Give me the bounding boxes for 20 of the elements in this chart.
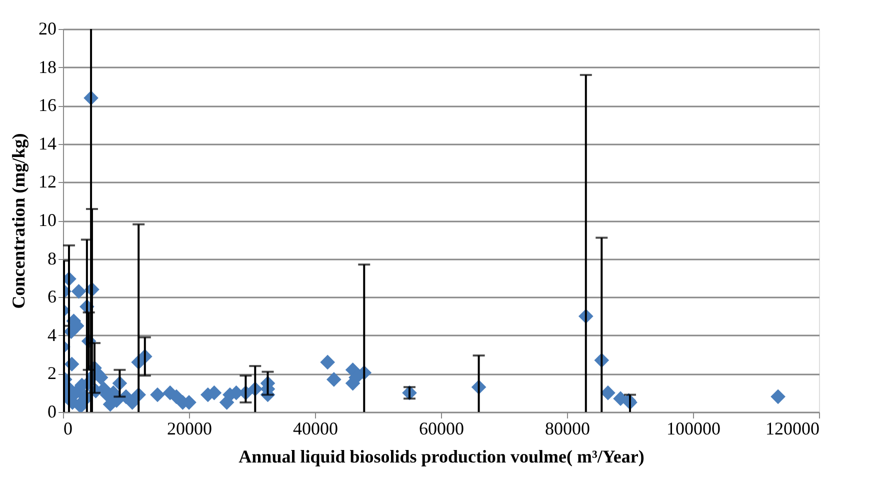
x-tick-label: 120000 [766, 418, 820, 438]
y-tick-label: 16 [38, 95, 56, 116]
x-tick-label: 20000 [167, 418, 212, 438]
y-tick-label: 0 [48, 402, 56, 422]
x-tick-label: 0 [64, 418, 72, 438]
x-tick-label: 40000 [293, 418, 338, 438]
x-axis-title: Annual liquid biosolids production voulme( m³/Year) [238, 446, 644, 466]
y-tick-label: 18 [38, 56, 56, 77]
y-tick-label: 6 [48, 286, 56, 307]
y-tick-label: 14 [38, 133, 56, 154]
y-tick-label: 10 [38, 210, 56, 230]
y-tick-label: 20 [38, 18, 56, 38]
x-tick-label: 80000 [545, 418, 590, 438]
x-tick-label: 100000 [666, 418, 720, 438]
x-tick-label: 60000 [419, 418, 464, 438]
y-tick-label: 12 [38, 172, 56, 192]
y-axis-title: Concentration (mg/kg) [8, 133, 28, 309]
y-tick-label: 8 [48, 248, 56, 268]
y-tick-label: 2 [48, 363, 56, 384]
y-tick-label: 4 [48, 324, 56, 345]
